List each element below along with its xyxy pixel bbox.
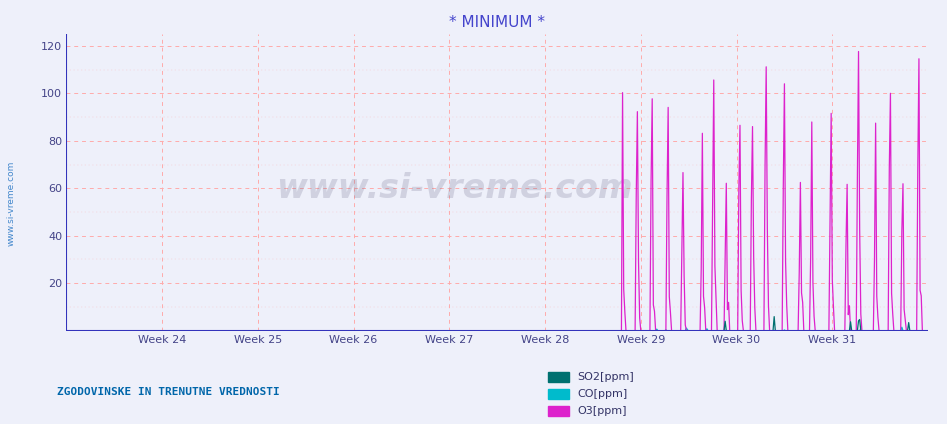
Text: www.si-vreme.com: www.si-vreme.com [7, 161, 16, 246]
Title: * MINIMUM *: * MINIMUM * [449, 15, 545, 30]
Text: ZGODOVINSKE IN TRENUTNE VREDNOSTI: ZGODOVINSKE IN TRENUTNE VREDNOSTI [57, 387, 279, 397]
Text: www.si-vreme.com: www.si-vreme.com [276, 172, 633, 205]
Text: O3[ppm]: O3[ppm] [578, 406, 627, 416]
Text: CO[ppm]: CO[ppm] [578, 389, 628, 399]
Text: SO2[ppm]: SO2[ppm] [578, 372, 634, 382]
